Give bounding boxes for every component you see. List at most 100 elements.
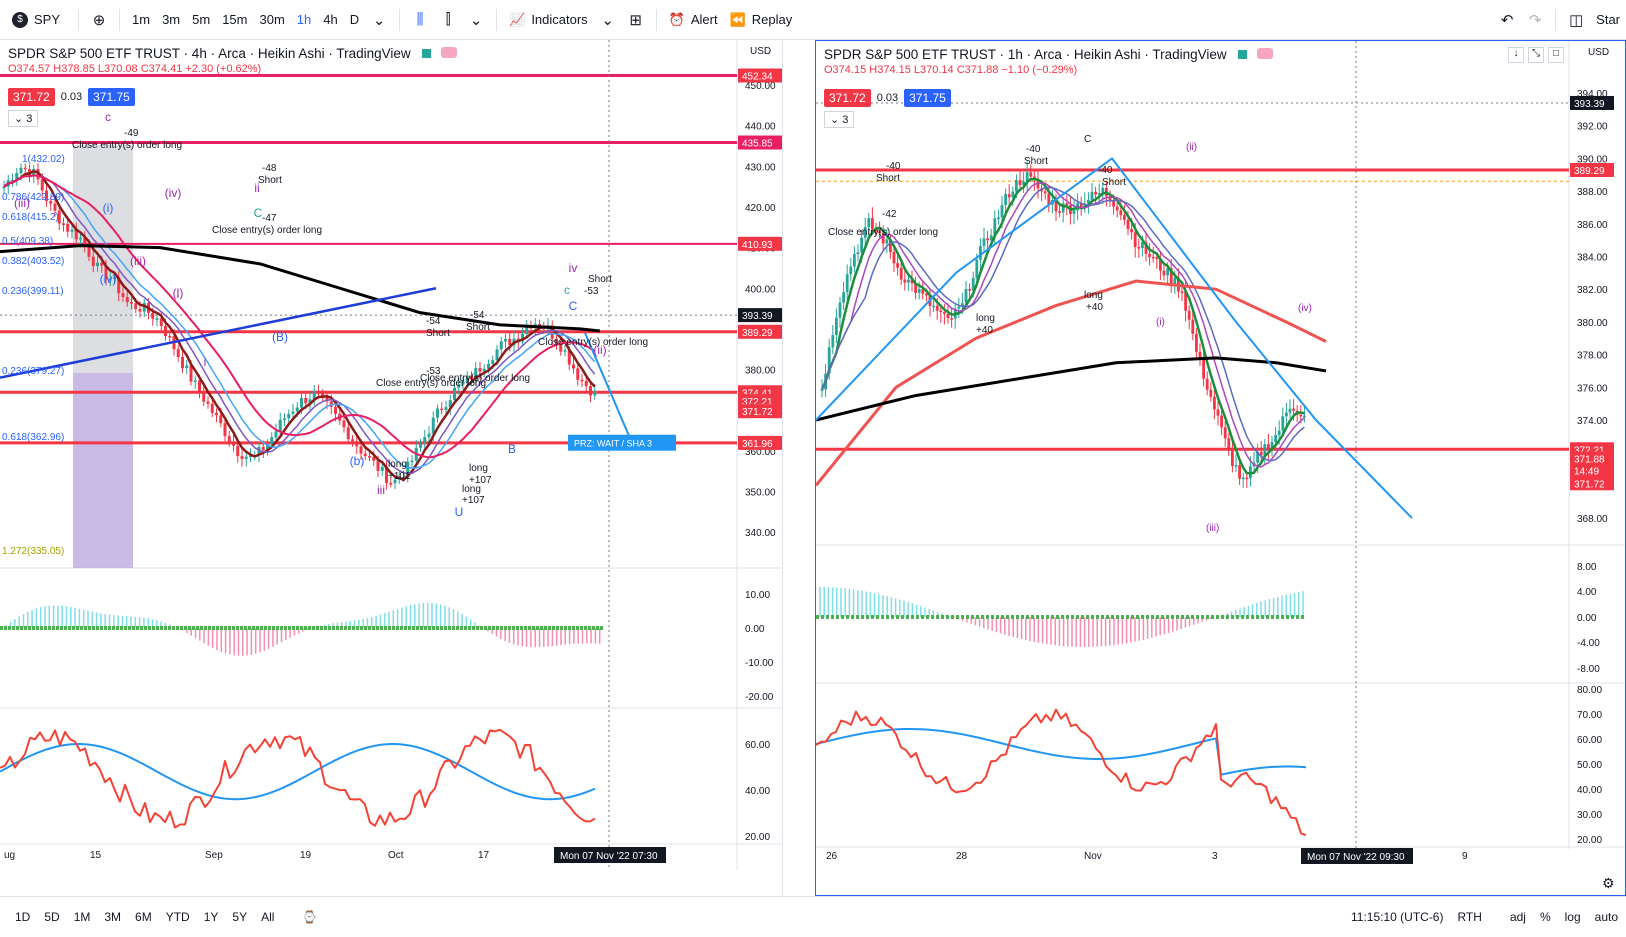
indicator-count-value: 3 bbox=[26, 113, 33, 125]
candle-body bbox=[363, 453, 367, 457]
settings-gear-icon[interactable]: ⚙ bbox=[1602, 875, 1615, 891]
bid-price[interactable]: 371.72 bbox=[824, 89, 871, 107]
compare-add-icon[interactable]: ⊕ bbox=[92, 11, 106, 29]
interval-1m[interactable]: 1m bbox=[132, 12, 151, 27]
candle-body bbox=[419, 443, 422, 448]
goto-date-icon[interactable]: ⌚ bbox=[302, 910, 318, 924]
bid-price[interactable]: 371.72 bbox=[8, 88, 55, 106]
chevron-down-icon[interactable]: ⌄ bbox=[372, 11, 386, 29]
candle-body bbox=[1115, 206, 1119, 211]
candle-body bbox=[198, 380, 201, 393]
candle-body bbox=[921, 288, 925, 294]
start-button[interactable]: Star bbox=[1596, 12, 1620, 27]
time-tick-label: 17 bbox=[478, 850, 490, 861]
candle-body bbox=[402, 477, 405, 479]
interval-4h[interactable]: 4h bbox=[323, 12, 338, 27]
candle-body bbox=[1180, 291, 1184, 293]
interval-15m[interactable]: 15m bbox=[222, 12, 248, 27]
candle-body bbox=[1022, 181, 1025, 186]
candle-body bbox=[49, 200, 53, 204]
chevron-down-icon[interactable]: ⌄ bbox=[601, 11, 614, 29]
indicator-count[interactable]: ⌄ 3 bbox=[8, 110, 39, 127]
log-toggle[interactable]: log bbox=[1564, 910, 1581, 924]
price-tick-label: 360.00 bbox=[745, 447, 776, 458]
currency-label[interactable]: USD bbox=[1588, 47, 1610, 58]
ask-price[interactable]: 371.75 bbox=[88, 88, 135, 106]
signal-annotation: (iv) bbox=[1298, 303, 1312, 314]
interval-5m[interactable]: 5m bbox=[192, 12, 211, 27]
candle-body bbox=[1004, 194, 1007, 205]
pane-collapse-icon[interactable]: ⤡ bbox=[1528, 47, 1544, 63]
interval-3m[interactable]: 3m bbox=[162, 12, 181, 27]
redo-icon[interactable]: ↷ bbox=[1528, 11, 1542, 29]
range-5d[interactable]: 5D bbox=[44, 910, 60, 924]
ask-price[interactable]: 371.75 bbox=[904, 89, 951, 107]
pane-menu-icon[interactable]: ↓ bbox=[1508, 47, 1524, 63]
candle-body bbox=[968, 289, 971, 291]
candle-body bbox=[881, 233, 885, 244]
bar-chart-icon[interactable]: ⫼ bbox=[416, 11, 424, 28]
price-tag-label: 435.85 bbox=[742, 139, 773, 150]
candles-icon[interactable]: ⫿ bbox=[445, 11, 451, 28]
signal-annotation: Close entry(s) order long bbox=[538, 337, 648, 348]
indicators-button[interactable]: 📈 Indicators bbox=[503, 6, 594, 34]
undo-icon[interactable]: ↶ bbox=[1500, 11, 1514, 29]
candle-body bbox=[576, 368, 580, 380]
indicator-count[interactable]: ⌄ 3 bbox=[824, 111, 855, 128]
candle-body bbox=[427, 433, 431, 438]
clock-time[interactable]: 11:15:10 (UTC-6) bbox=[1351, 910, 1444, 924]
chart-title: SPDR S&P 500 ETF TRUST · 1h · Arca · Hei… bbox=[824, 47, 1227, 62]
replay-button[interactable]: ⏪ Replay bbox=[724, 6, 799, 34]
percent-toggle[interactable]: % bbox=[1539, 910, 1551, 924]
range-5y[interactable]: 5Y bbox=[232, 910, 248, 924]
range-1d[interactable]: 1D bbox=[15, 910, 31, 924]
pane-maximize-icon[interactable]: □ bbox=[1548, 47, 1564, 63]
price-tag-label: 372.21 bbox=[742, 397, 773, 408]
interval-1h[interactable]: 1h bbox=[296, 12, 312, 27]
candle-body bbox=[283, 418, 286, 420]
candle-body bbox=[849, 266, 853, 275]
range-6m[interactable]: 6M bbox=[135, 910, 152, 924]
candle-body bbox=[867, 218, 871, 228]
signal-annotation: -48 bbox=[262, 163, 277, 174]
interval-d[interactable]: D bbox=[349, 12, 360, 27]
candle-body bbox=[1292, 408, 1295, 411]
candle-body bbox=[1259, 451, 1263, 456]
signal-annotation: Close entry(s) order long bbox=[420, 373, 530, 384]
interval-30m[interactable]: 30m bbox=[259, 12, 285, 27]
candle-body bbox=[993, 218, 997, 236]
time-tick-label: Sep bbox=[205, 850, 223, 861]
candle-body bbox=[1126, 219, 1130, 230]
chart-pane-4h[interactable]: 450.00440.00430.00420.00410.00400.00390.… bbox=[0, 40, 783, 896]
rsi-tick-label: 60.00 bbox=[745, 740, 770, 751]
layout-icon[interactable]: ◫ bbox=[1569, 11, 1584, 29]
alert-button[interactable]: ⏰ Alert bbox=[663, 6, 724, 34]
range-1m[interactable]: 1M bbox=[73, 910, 91, 924]
auto-toggle[interactable]: auto bbox=[1594, 910, 1618, 924]
top-toolbar: $ SPY ⊕ 1m 3m 5m 15m 30m 1h 4h D ⌄ ⫼ ⫿ ⌄… bbox=[0, 0, 1626, 40]
chart-canvas-4h[interactable]: 450.00440.00430.00420.00410.00400.00390.… bbox=[0, 40, 783, 896]
adj-toggle[interactable]: adj bbox=[1509, 910, 1526, 924]
currency-label[interactable]: USD bbox=[750, 46, 772, 57]
candle-body bbox=[1270, 442, 1274, 450]
signal-annotation: -42 bbox=[882, 209, 897, 220]
symbol-search[interactable]: $ SPY bbox=[0, 0, 72, 39]
range-all[interactable]: All bbox=[261, 910, 275, 924]
candle-body bbox=[474, 368, 478, 380]
macd-tick-label: 8.00 bbox=[1577, 562, 1597, 573]
chevron-down-icon[interactable]: ⌄ bbox=[469, 11, 483, 29]
candle-body bbox=[389, 482, 393, 485]
session-rth[interactable]: RTH bbox=[1457, 910, 1482, 924]
templates-icon[interactable]: ⊞ bbox=[629, 11, 642, 29]
ma-fast bbox=[3, 174, 596, 470]
range-1y[interactable]: 1Y bbox=[203, 910, 219, 924]
divider bbox=[655, 8, 657, 31]
range-ytd[interactable]: YTD bbox=[165, 910, 190, 924]
candle-body bbox=[1162, 270, 1166, 276]
candle-body bbox=[2, 186, 6, 189]
chart-canvas-1h[interactable]: 394.00392.00390.00388.00386.00384.00382.… bbox=[816, 41, 1625, 895]
range-3m[interactable]: 3M bbox=[104, 910, 122, 924]
candle-body bbox=[903, 279, 907, 283]
chart-pane-1h[interactable]: 394.00 392.00 390.00 388.00 386.00 384.00 382.… bbox=[815, 40, 1626, 896]
candle-body bbox=[325, 396, 329, 402]
